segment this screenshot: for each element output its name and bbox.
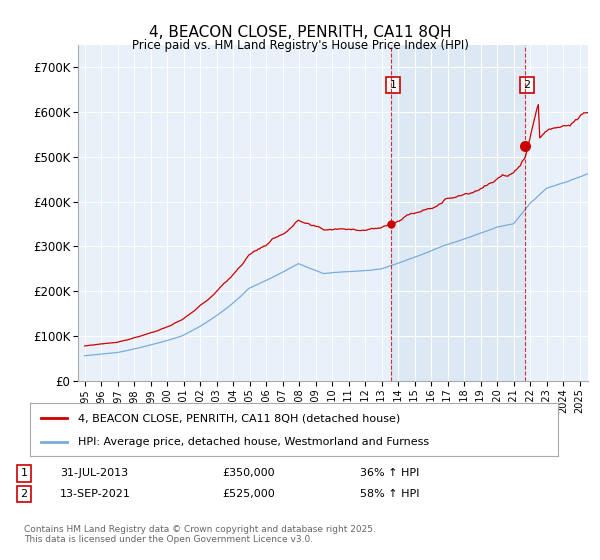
Text: 4, BEACON CLOSE, PENRITH, CA11 8QH (detached house): 4, BEACON CLOSE, PENRITH, CA11 8QH (deta… bbox=[77, 413, 400, 423]
Text: 2: 2 bbox=[524, 80, 530, 90]
Text: Price paid vs. HM Land Registry's House Price Index (HPI): Price paid vs. HM Land Registry's House … bbox=[131, 39, 469, 52]
Text: 36% ↑ HPI: 36% ↑ HPI bbox=[360, 468, 419, 478]
Text: 2: 2 bbox=[20, 489, 28, 499]
Text: 4, BEACON CLOSE, PENRITH, CA11 8QH: 4, BEACON CLOSE, PENRITH, CA11 8QH bbox=[149, 25, 451, 40]
Text: £525,000: £525,000 bbox=[222, 489, 275, 499]
Text: 1: 1 bbox=[20, 468, 28, 478]
Text: £350,000: £350,000 bbox=[222, 468, 275, 478]
Text: HPI: Average price, detached house, Westmorland and Furness: HPI: Average price, detached house, West… bbox=[77, 436, 428, 446]
Text: 31-JUL-2013: 31-JUL-2013 bbox=[60, 468, 128, 478]
Text: 13-SEP-2021: 13-SEP-2021 bbox=[60, 489, 131, 499]
Text: Contains HM Land Registry data © Crown copyright and database right 2025.
This d: Contains HM Land Registry data © Crown c… bbox=[24, 525, 376, 544]
Text: 58% ↑ HPI: 58% ↑ HPI bbox=[360, 489, 419, 499]
Bar bbox=[391, 45, 526, 381]
Text: 1: 1 bbox=[389, 80, 397, 90]
